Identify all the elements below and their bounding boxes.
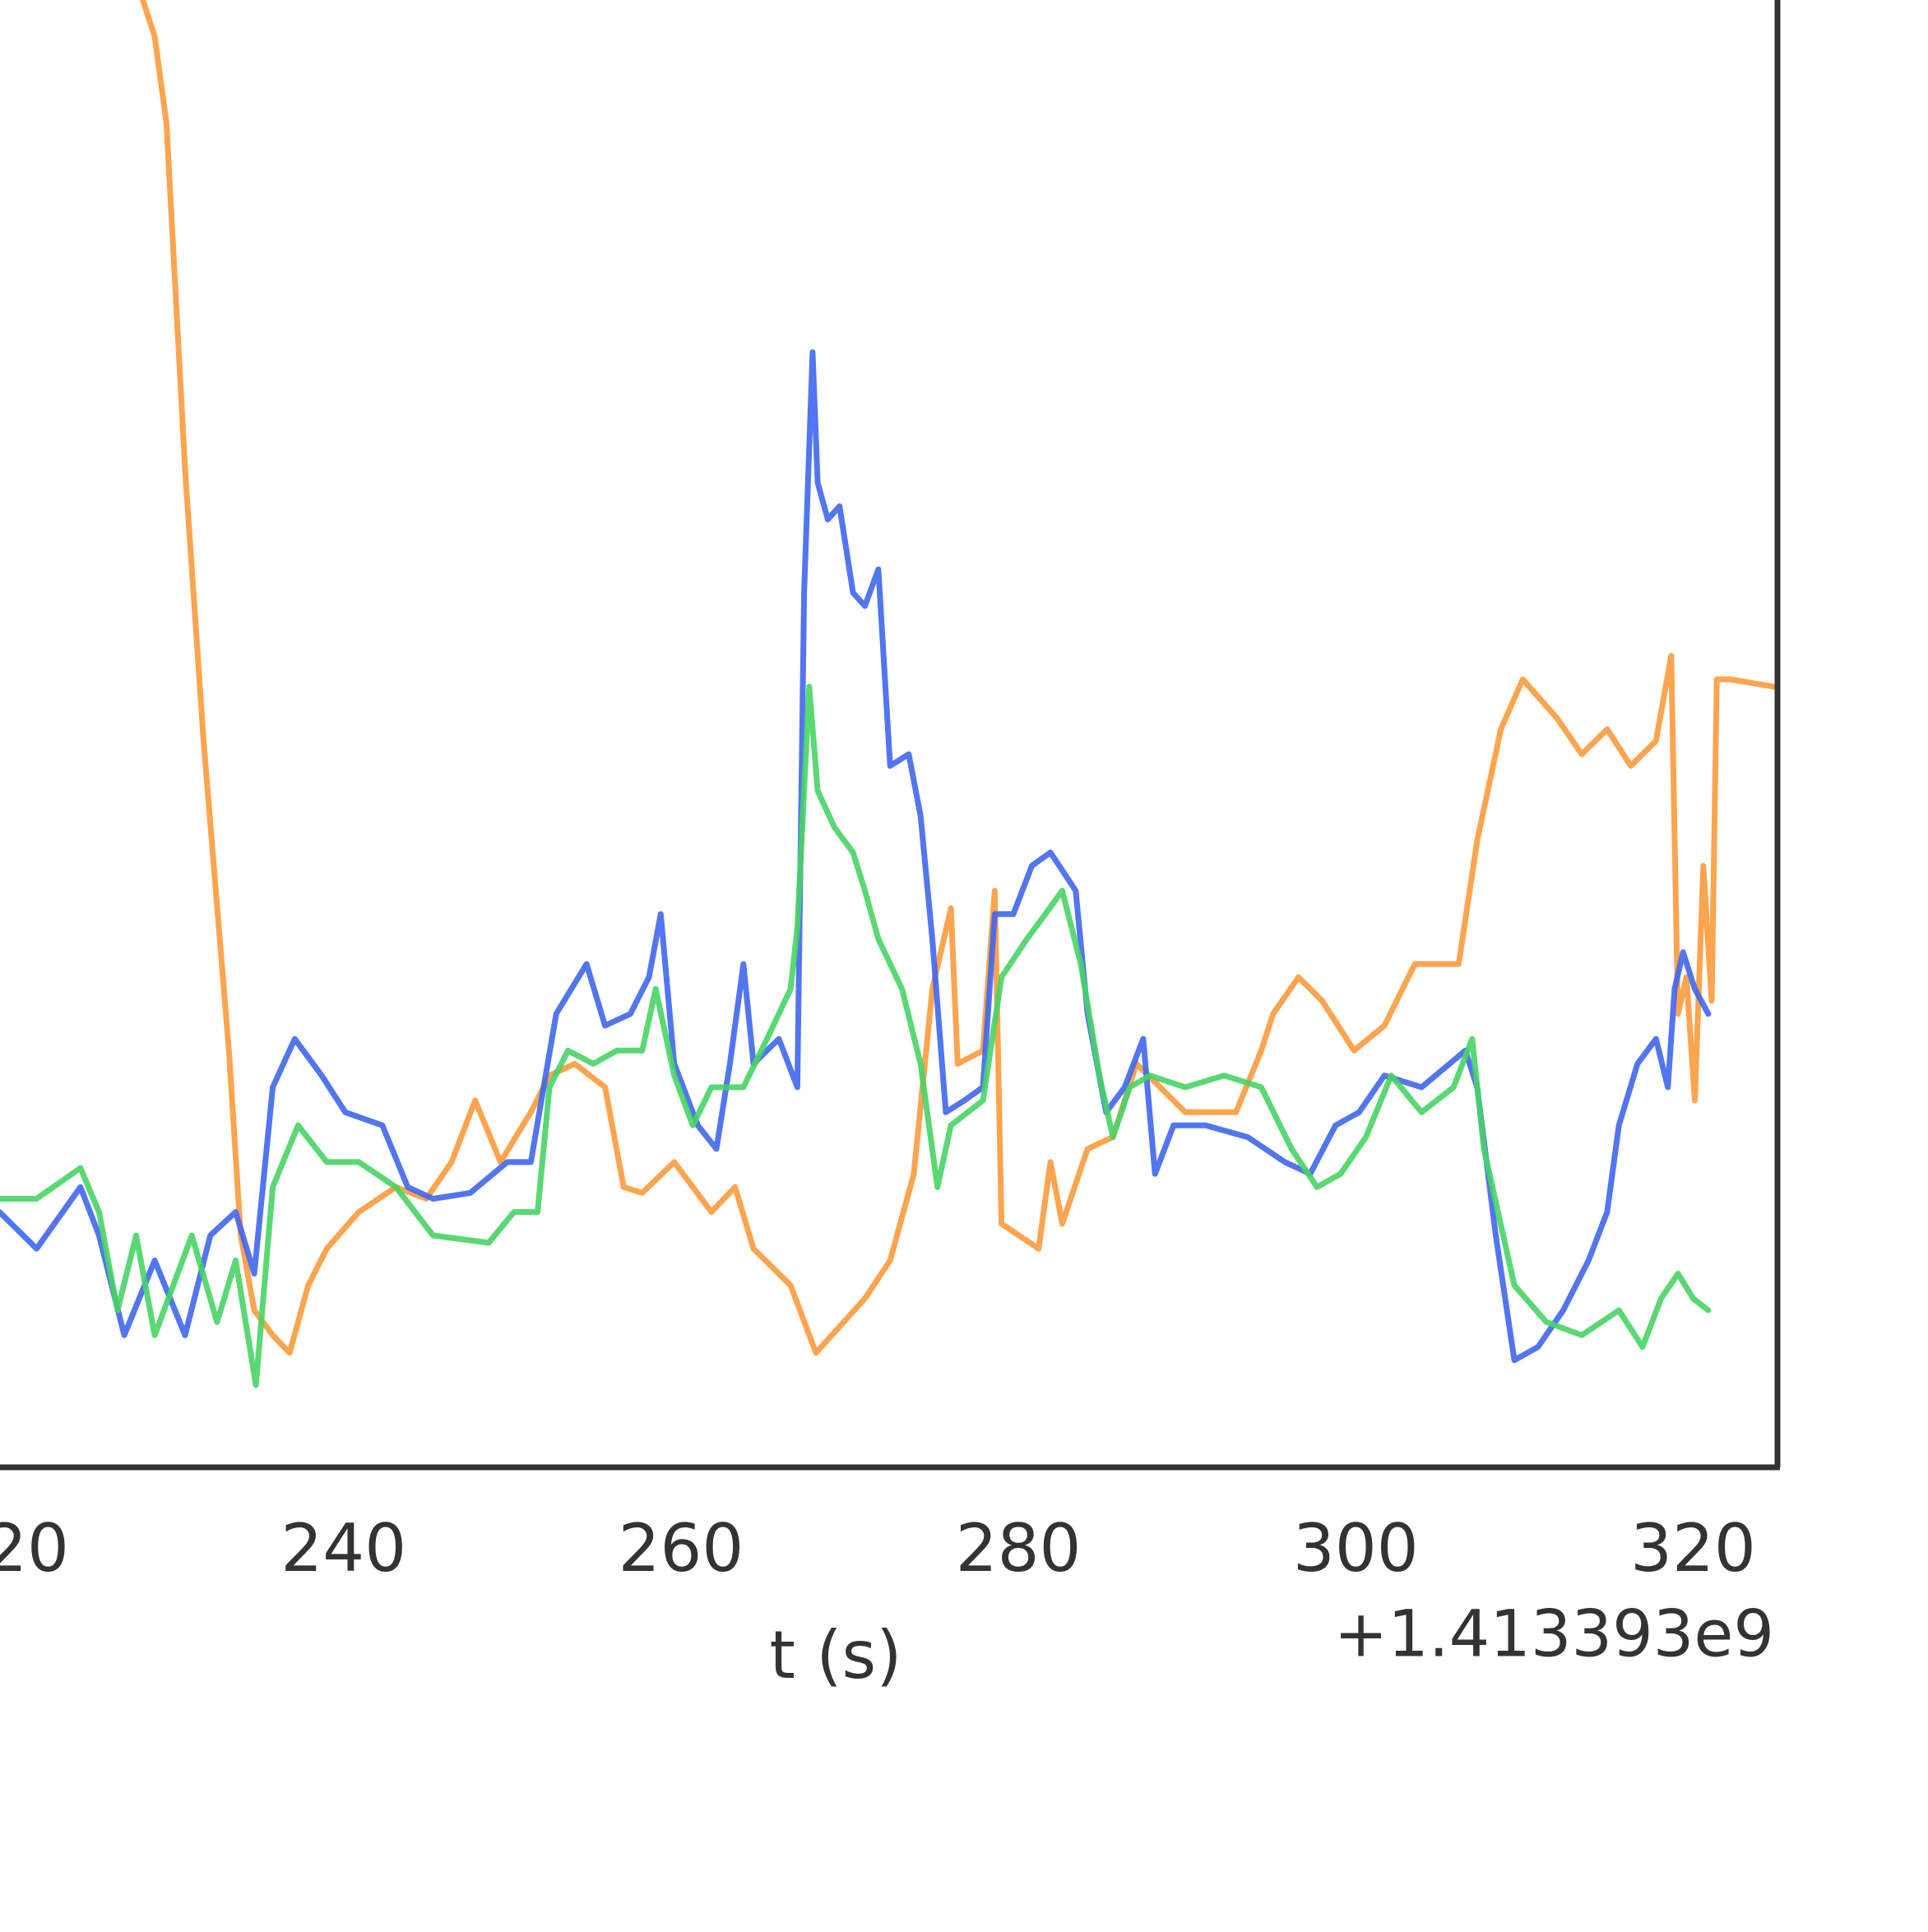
x-axis-label: t (s) [770,1617,902,1693]
x-offset-label: +1.413393e9 [1334,1597,1774,1671]
x-tick-label: 260 [619,1510,744,1587]
x-tick-label: 300 [1293,1510,1419,1587]
data-line [140,0,1777,1356]
plot-area [0,0,1777,1388]
x-tick-label: 320 [1630,1510,1756,1587]
x-tick-label: 240 [280,1510,406,1587]
data-line [0,683,1712,1388]
x-tick-label: 220 [0,1510,69,1587]
x-tick-label: 280 [956,1510,1082,1587]
